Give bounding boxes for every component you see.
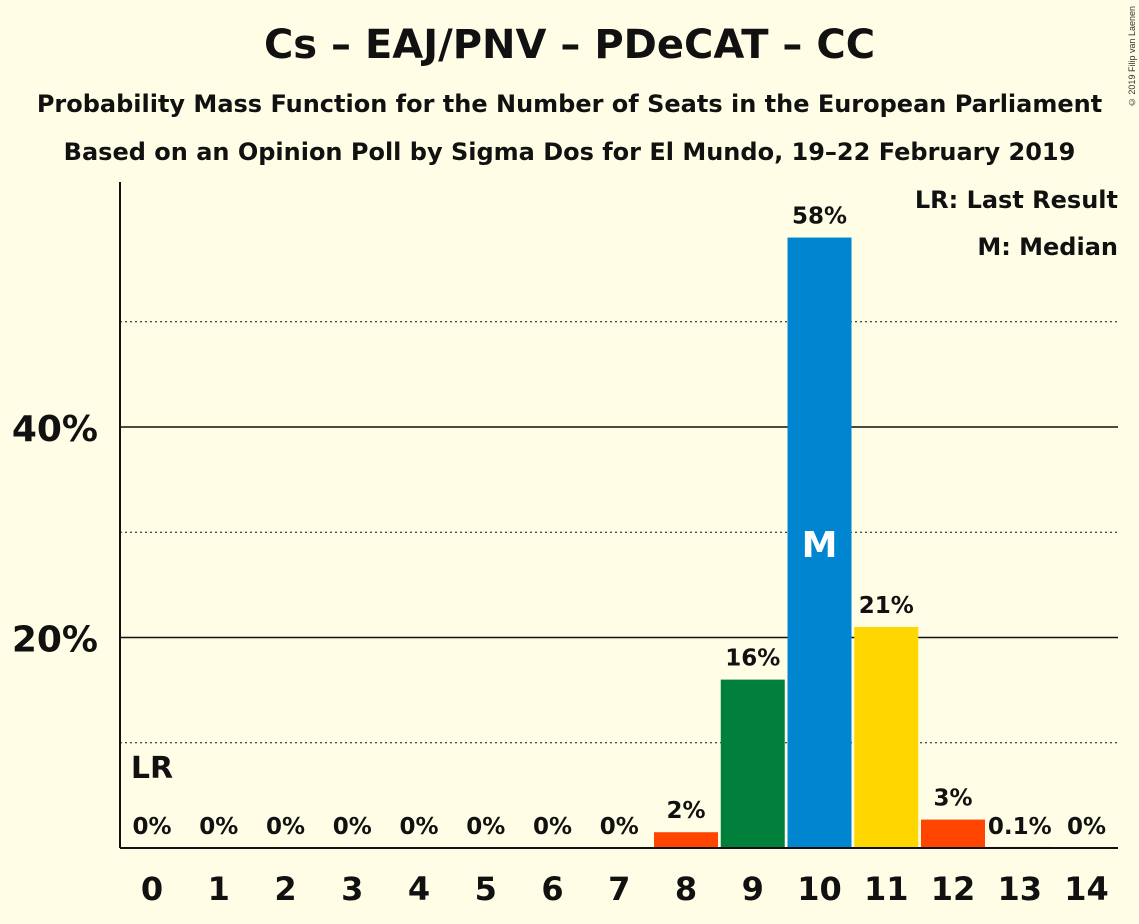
x-tick-label-3: 3: [341, 870, 363, 908]
x-tick-label-11: 11: [864, 870, 909, 908]
x-tick-label-0: 0: [141, 870, 163, 908]
data-label-4: 0%: [399, 814, 438, 840]
x-tick-label-6: 6: [541, 870, 563, 908]
legend-median: M: Median: [977, 233, 1118, 261]
bar-8: [654, 832, 718, 848]
data-label-1: 0%: [199, 814, 238, 840]
data-label-6: 0%: [533, 814, 572, 840]
bar-10: [787, 237, 852, 849]
x-tick-label-1: 1: [208, 870, 230, 908]
x-tick-label-8: 8: [675, 870, 697, 908]
x-tick-label-14: 14: [1064, 870, 1109, 908]
y-tick-label: 20%: [12, 620, 98, 661]
data-label-3: 0%: [333, 814, 372, 840]
x-tick-label-12: 12: [931, 870, 976, 908]
x-tick-label-7: 7: [608, 870, 630, 908]
data-label-9: 16%: [725, 646, 780, 672]
last-result-marker: LR: [131, 751, 173, 786]
data-label-0: 0%: [132, 814, 171, 840]
x-tick-label-9: 9: [742, 870, 764, 908]
x-tick-label-5: 5: [475, 870, 497, 908]
data-label-12: 3%: [933, 786, 972, 812]
bar-12: [921, 819, 985, 848]
legend-last-result: LR: Last Result: [914, 186, 1118, 214]
bar-11: [854, 626, 919, 848]
x-tick-label-4: 4: [408, 870, 430, 908]
x-tick-label-13: 13: [997, 870, 1042, 908]
data-label-5: 0%: [466, 814, 505, 840]
data-label-8: 2%: [666, 798, 705, 824]
data-label-13: 0.1%: [988, 814, 1052, 840]
chart-subtitle: Probability Mass Function for the Number…: [36, 90, 1103, 118]
median-marker: M: [802, 525, 838, 566]
data-label-2: 0%: [266, 814, 305, 840]
data-label-7: 0%: [600, 814, 639, 840]
x-tick-label-10: 10: [797, 870, 842, 908]
y-tick-label: 40%: [12, 409, 98, 450]
chart-title: Cs – EAJ/PNV – PDeCAT – CC: [263, 22, 876, 68]
chart-subtitle-source: Based on an Opinion Poll by Sigma Dos fo…: [63, 138, 1076, 166]
bar-9: [720, 679, 785, 848]
data-label-10: 58%: [792, 204, 847, 230]
data-label-14: 0%: [1067, 814, 1106, 840]
x-tick-label-2: 2: [274, 870, 296, 908]
data-label-11: 21%: [859, 593, 914, 619]
